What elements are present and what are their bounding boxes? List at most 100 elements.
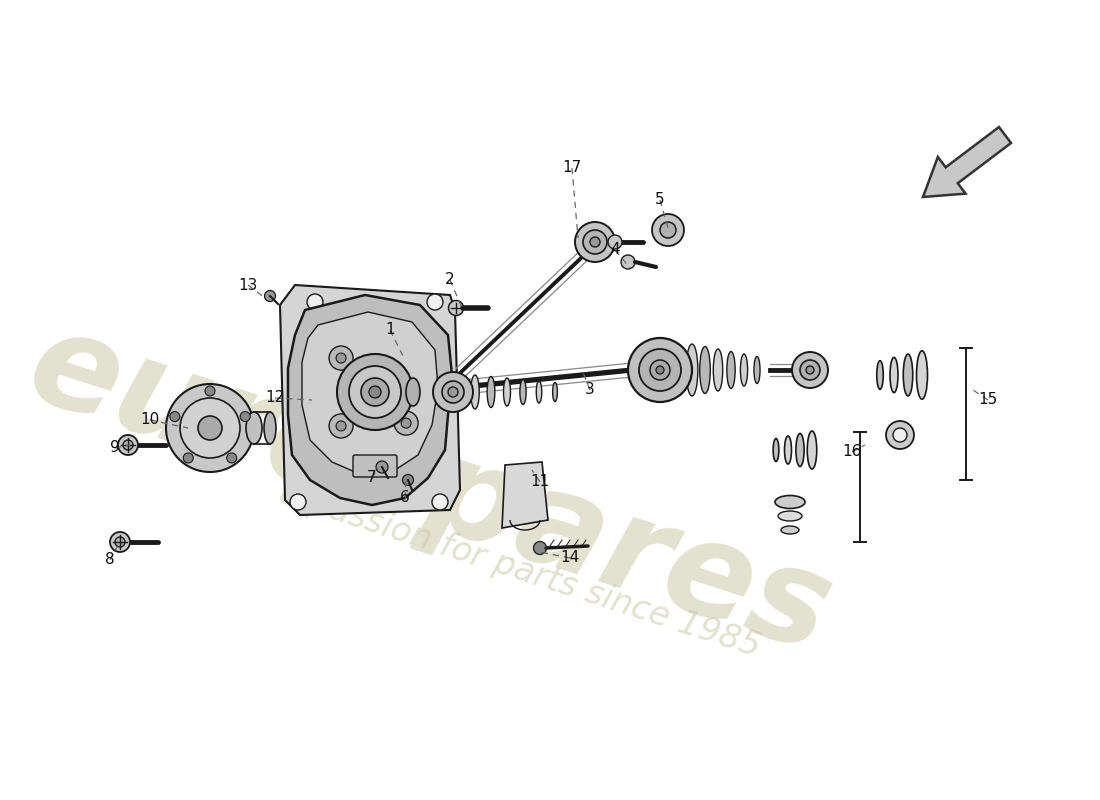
Circle shape (792, 352, 828, 388)
Ellipse shape (796, 434, 804, 466)
Text: a passion for parts since 1985: a passion for parts since 1985 (275, 477, 764, 663)
FancyBboxPatch shape (353, 455, 397, 477)
Circle shape (800, 360, 820, 380)
Circle shape (227, 453, 236, 463)
Ellipse shape (916, 350, 927, 399)
Ellipse shape (686, 344, 697, 396)
Circle shape (403, 474, 414, 486)
Circle shape (656, 366, 664, 374)
Ellipse shape (727, 351, 735, 389)
Ellipse shape (784, 436, 792, 464)
Circle shape (169, 411, 179, 422)
Text: 8: 8 (106, 553, 114, 567)
Circle shape (205, 386, 214, 396)
Text: 11: 11 (530, 474, 550, 490)
Ellipse shape (773, 438, 779, 462)
Ellipse shape (713, 349, 723, 391)
Circle shape (337, 354, 412, 430)
Text: 16: 16 (843, 445, 861, 459)
FancyArrow shape (923, 127, 1011, 197)
Circle shape (329, 414, 353, 438)
Text: 10: 10 (141, 413, 160, 427)
Circle shape (449, 301, 463, 315)
Circle shape (166, 384, 254, 472)
Circle shape (442, 381, 464, 403)
Text: 15: 15 (978, 393, 998, 407)
Polygon shape (288, 295, 452, 505)
Circle shape (110, 532, 130, 552)
Circle shape (893, 428, 907, 442)
Ellipse shape (487, 377, 495, 407)
Circle shape (621, 255, 635, 269)
Circle shape (650, 360, 670, 380)
Ellipse shape (754, 357, 760, 383)
Circle shape (432, 494, 448, 510)
Circle shape (427, 294, 443, 310)
Text: 9: 9 (110, 441, 120, 455)
Circle shape (123, 440, 133, 450)
Circle shape (198, 416, 222, 440)
Circle shape (349, 366, 402, 418)
Polygon shape (280, 285, 460, 515)
Text: 12: 12 (265, 390, 285, 406)
Circle shape (448, 387, 458, 397)
Ellipse shape (537, 381, 541, 403)
Circle shape (118, 435, 138, 455)
Ellipse shape (264, 412, 276, 444)
Circle shape (180, 398, 240, 458)
Ellipse shape (552, 382, 558, 402)
Circle shape (583, 230, 607, 254)
Ellipse shape (890, 358, 898, 393)
Ellipse shape (740, 354, 748, 386)
Ellipse shape (471, 375, 480, 409)
Ellipse shape (877, 361, 883, 390)
Text: 2: 2 (446, 273, 454, 287)
Circle shape (264, 290, 275, 302)
Circle shape (886, 421, 914, 449)
Circle shape (368, 386, 381, 398)
Circle shape (652, 214, 684, 246)
Circle shape (394, 411, 418, 435)
Ellipse shape (781, 526, 799, 534)
Circle shape (608, 235, 622, 249)
Circle shape (639, 349, 681, 391)
Circle shape (329, 346, 353, 370)
Text: eurospares: eurospares (13, 301, 847, 679)
Circle shape (660, 222, 676, 238)
Circle shape (806, 366, 814, 374)
Ellipse shape (406, 378, 420, 406)
Ellipse shape (520, 379, 526, 405)
Ellipse shape (903, 354, 913, 396)
Text: 5: 5 (656, 193, 664, 207)
Circle shape (361, 378, 389, 406)
Ellipse shape (246, 412, 262, 444)
Polygon shape (302, 312, 438, 475)
Circle shape (575, 222, 615, 262)
Ellipse shape (700, 346, 711, 394)
Circle shape (337, 353, 346, 363)
Circle shape (240, 411, 250, 422)
Circle shape (433, 372, 473, 412)
Ellipse shape (778, 511, 802, 521)
Circle shape (116, 537, 125, 547)
Circle shape (534, 542, 547, 554)
Text: 4: 4 (610, 242, 619, 258)
Polygon shape (502, 462, 548, 528)
Text: 3: 3 (585, 382, 595, 398)
Text: 6: 6 (400, 490, 410, 506)
Ellipse shape (504, 378, 510, 406)
Circle shape (376, 461, 388, 473)
Ellipse shape (776, 495, 805, 509)
Text: 1: 1 (385, 322, 395, 338)
Ellipse shape (807, 431, 816, 469)
Circle shape (628, 338, 692, 402)
Text: 13: 13 (239, 278, 257, 293)
Circle shape (307, 294, 323, 310)
Circle shape (402, 418, 411, 428)
Circle shape (290, 494, 306, 510)
Text: 7: 7 (367, 470, 377, 486)
Circle shape (590, 237, 600, 247)
Text: 14: 14 (560, 550, 580, 566)
Text: 17: 17 (562, 161, 582, 175)
Circle shape (184, 453, 194, 463)
